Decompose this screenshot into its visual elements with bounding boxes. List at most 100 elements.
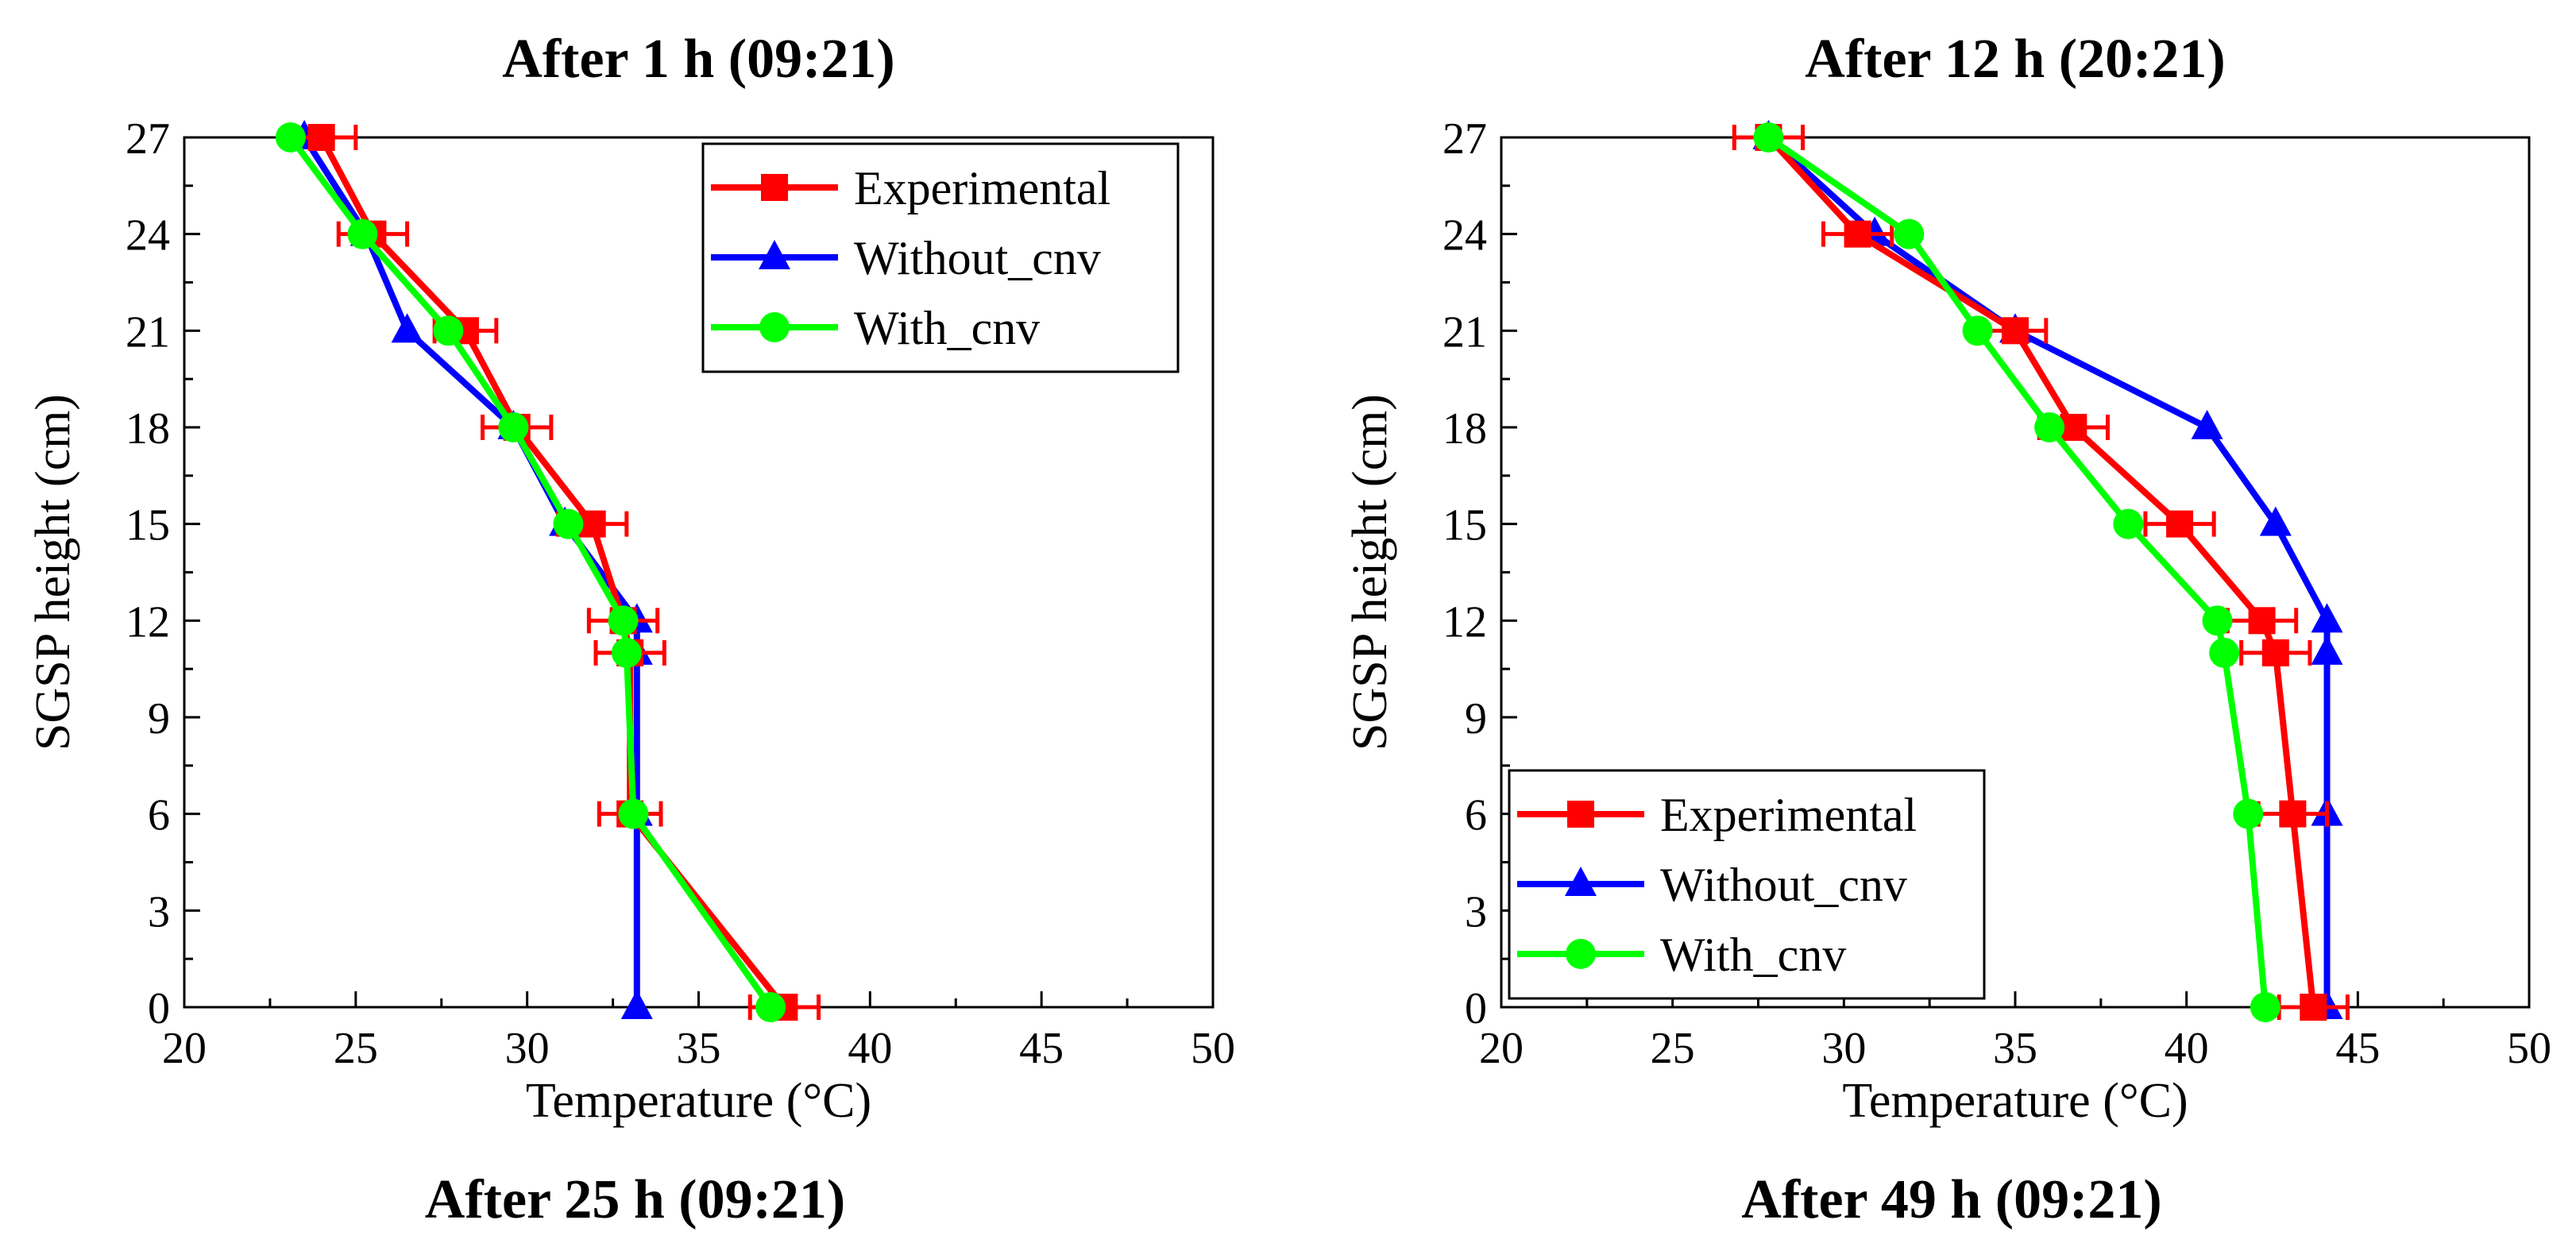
data-point xyxy=(2300,994,2327,1021)
series-with-cnv xyxy=(275,122,786,1022)
data-point xyxy=(2250,992,2281,1022)
y-tick-label: 3 xyxy=(1465,887,1487,936)
data-point xyxy=(347,218,378,249)
x-tick-label: 50 xyxy=(1191,1024,1235,1073)
y-tick-label: 24 xyxy=(126,211,170,261)
data-point xyxy=(2279,800,2307,828)
chart-panel-2: After 12 h (20:21) 20 25 30 35 40 45 50 0 3 6 9 12 15… xyxy=(1343,29,2551,1128)
data-point xyxy=(275,122,306,153)
legend-label: Experimental xyxy=(854,162,1110,214)
x-tick-label: 50 xyxy=(2507,1024,2551,1073)
y-tick-label: 6 xyxy=(1465,791,1487,840)
legend: Experimental Without_cnv With_cnv xyxy=(701,142,1180,373)
legend-item: Experimental xyxy=(711,162,1110,214)
x-axis-label: Temperature (°C) xyxy=(1842,1074,2188,1128)
data-point xyxy=(755,992,786,1022)
legend-marker xyxy=(1567,801,1594,828)
data-point xyxy=(2311,603,2343,633)
data-point xyxy=(2034,412,2065,442)
x-tick-label: 20 xyxy=(162,1024,207,1073)
legend-item: Without_cnv xyxy=(1517,859,1907,911)
y-tick-label: 21 xyxy=(126,307,170,357)
y-tick-label: 3 xyxy=(148,887,170,936)
legend-item: Experimental xyxy=(1517,789,1917,841)
data-point xyxy=(2166,510,2194,538)
y-axis-label: SGSP height (cm) xyxy=(1343,394,1397,751)
legend-label: Without_cnv xyxy=(1660,859,1907,911)
legend-marker xyxy=(759,240,790,269)
y-tick-label: 18 xyxy=(126,404,170,454)
data-point xyxy=(1753,122,1784,153)
legend-item: With_cnv xyxy=(1517,929,1846,981)
data-point xyxy=(553,508,584,539)
legend-marker xyxy=(761,174,788,201)
x-tick-label: 30 xyxy=(505,1024,550,1073)
bottom-title: After 25 h (09:21) xyxy=(425,1169,845,1230)
data-point xyxy=(2261,639,2289,666)
y-tick-label: 9 xyxy=(148,694,170,743)
y-tick-label: 9 xyxy=(1465,694,1487,743)
data-point xyxy=(618,798,649,829)
data-point xyxy=(2002,317,2029,345)
data-point xyxy=(391,313,423,343)
legend-label: With_cnv xyxy=(854,302,1040,354)
x-tick-label: 35 xyxy=(677,1024,721,1073)
y-tick-label: 15 xyxy=(1442,501,1487,550)
series-with-cnv xyxy=(1753,122,2281,1022)
legend-label: Without_cnv xyxy=(854,232,1101,284)
x-tick-label: 45 xyxy=(1019,1024,1064,1073)
data-point xyxy=(608,605,639,636)
y-tick-label: 0 xyxy=(148,984,170,1033)
data-point xyxy=(611,637,642,668)
legend: Experimental Without_cnv With_cnv xyxy=(1508,769,1986,1000)
data-point xyxy=(2113,508,2144,539)
legend-marker xyxy=(1566,939,1596,969)
chart-title: After 1 h (09:21) xyxy=(502,29,894,90)
data-point xyxy=(2202,605,2233,636)
legend-label: Experimental xyxy=(1660,789,1917,841)
legend-marker xyxy=(1565,867,1597,896)
series-line xyxy=(288,135,774,1010)
series-without-cnv xyxy=(288,120,653,1019)
y-axis-label: SGSP height (cm) xyxy=(26,394,80,751)
data-point xyxy=(2191,410,2223,439)
legend-item: With_cnv xyxy=(711,302,1040,354)
x-tick-label: 25 xyxy=(1651,1024,1695,1073)
y-tick-label: 24 xyxy=(1442,211,1487,261)
y-tick-label: 0 xyxy=(1465,984,1487,1033)
x-tick-label: 30 xyxy=(1821,1024,1866,1073)
data-point xyxy=(498,412,529,442)
legend-label: With_cnv xyxy=(1660,929,1846,981)
y-tick-label: 6 xyxy=(148,791,170,840)
series-experimental xyxy=(1732,124,2350,1021)
data-point xyxy=(2248,607,2276,635)
y-tick-label: 27 xyxy=(1442,114,1487,164)
y-tick-label: 21 xyxy=(1442,307,1487,357)
y-tick-label: 27 xyxy=(126,114,170,164)
bottom-title: After 49 h (09:21) xyxy=(1741,1169,2161,1230)
x-tick-label: 35 xyxy=(1993,1024,2037,1073)
data-point xyxy=(620,990,653,1019)
chart-title: After 12 h (20:21) xyxy=(1805,29,2225,90)
x-axis-label: Temperature (°C) xyxy=(526,1074,871,1128)
x-tick-label: 40 xyxy=(2165,1024,2209,1073)
data-point xyxy=(2311,635,2343,665)
data-point xyxy=(2209,637,2240,668)
x-tick-label: 20 xyxy=(1479,1024,1524,1073)
data-point xyxy=(1844,220,1871,248)
series-line xyxy=(301,135,640,1007)
legend-item: Without_cnv xyxy=(711,232,1101,284)
data-point xyxy=(1894,218,1925,249)
y-tick-label: 18 xyxy=(1442,404,1487,454)
chart-panel-1: After 1 h (09:21) 20 25 30 35 40 45 50 0 3 6 9 12 15 1… xyxy=(26,29,1235,1128)
data-point xyxy=(2259,506,2292,536)
y-tick-label: 12 xyxy=(1442,597,1487,647)
data-point xyxy=(307,124,335,151)
x-tick-label: 45 xyxy=(2335,1024,2380,1073)
x-tick-label: 40 xyxy=(848,1024,892,1073)
y-tick-label: 12 xyxy=(126,597,170,647)
legend-marker xyxy=(759,312,790,342)
y-tick-label: 15 xyxy=(126,501,170,550)
data-point xyxy=(433,315,464,346)
